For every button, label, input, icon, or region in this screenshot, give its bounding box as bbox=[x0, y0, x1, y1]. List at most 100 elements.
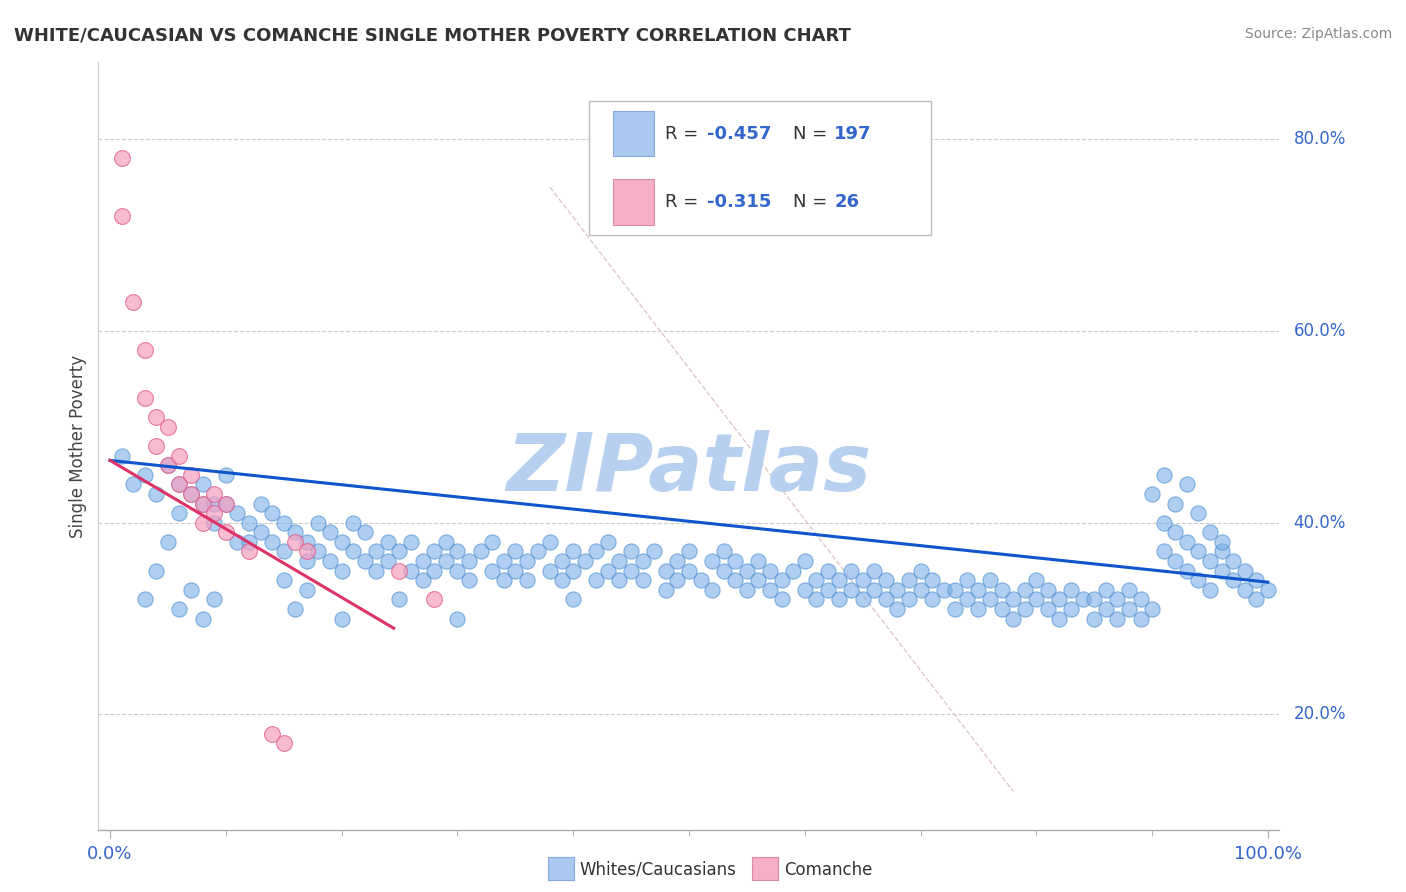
Point bbox=[226, 506, 249, 520]
Point bbox=[550, 573, 572, 587]
Point bbox=[1107, 612, 1129, 626]
Point bbox=[1211, 564, 1233, 578]
Point bbox=[330, 534, 353, 549]
Point bbox=[817, 564, 839, 578]
Point bbox=[538, 534, 561, 549]
Point bbox=[713, 564, 735, 578]
Point bbox=[724, 554, 747, 568]
Point bbox=[191, 612, 214, 626]
Point bbox=[366, 564, 388, 578]
Point bbox=[1094, 582, 1116, 597]
FancyBboxPatch shape bbox=[589, 101, 931, 235]
Point bbox=[202, 592, 225, 607]
Point bbox=[503, 564, 526, 578]
Point bbox=[700, 582, 723, 597]
Point bbox=[481, 564, 503, 578]
Point bbox=[342, 516, 364, 530]
Point bbox=[1153, 467, 1175, 482]
Point bbox=[516, 554, 538, 568]
Point bbox=[886, 602, 908, 616]
Point bbox=[388, 544, 411, 558]
Point bbox=[169, 602, 191, 616]
Point bbox=[226, 534, 249, 549]
Point bbox=[689, 573, 711, 587]
Point bbox=[585, 573, 607, 587]
Text: 20.0%: 20.0% bbox=[1294, 706, 1346, 723]
Point bbox=[1233, 564, 1256, 578]
Point bbox=[550, 554, 572, 568]
Point bbox=[330, 612, 353, 626]
Point bbox=[527, 544, 550, 558]
Point bbox=[295, 534, 318, 549]
Point bbox=[295, 554, 318, 568]
Point bbox=[886, 582, 908, 597]
Point bbox=[434, 534, 457, 549]
Point bbox=[620, 564, 643, 578]
Point bbox=[806, 573, 828, 587]
Point bbox=[191, 516, 214, 530]
Point bbox=[377, 554, 399, 568]
Point bbox=[342, 544, 364, 558]
Point bbox=[134, 343, 156, 358]
Point bbox=[481, 534, 503, 549]
Point bbox=[412, 554, 434, 568]
Point bbox=[284, 602, 307, 616]
Point bbox=[713, 544, 735, 558]
Point bbox=[262, 534, 284, 549]
Point bbox=[1060, 602, 1083, 616]
Point bbox=[399, 564, 422, 578]
Point bbox=[770, 592, 793, 607]
Point bbox=[330, 564, 353, 578]
Point bbox=[1233, 582, 1256, 597]
Point bbox=[202, 487, 225, 501]
Point bbox=[319, 525, 342, 540]
Point bbox=[156, 458, 179, 473]
Point bbox=[110, 151, 132, 165]
Text: R =: R = bbox=[665, 125, 704, 143]
Point bbox=[910, 582, 932, 597]
Point bbox=[191, 477, 214, 491]
Point bbox=[875, 573, 897, 587]
Point bbox=[1222, 573, 1244, 587]
Point bbox=[1002, 612, 1025, 626]
Point bbox=[747, 554, 769, 568]
Point bbox=[1164, 525, 1187, 540]
Point bbox=[353, 554, 375, 568]
Point bbox=[1025, 592, 1047, 607]
Point bbox=[145, 564, 167, 578]
Point bbox=[249, 525, 271, 540]
Point bbox=[180, 582, 202, 597]
Point bbox=[932, 582, 955, 597]
Point bbox=[943, 582, 966, 597]
Point bbox=[1199, 525, 1222, 540]
Text: 80.0%: 80.0% bbox=[1294, 130, 1346, 148]
Point bbox=[585, 544, 607, 558]
Point bbox=[388, 592, 411, 607]
Point bbox=[202, 506, 225, 520]
Point bbox=[262, 506, 284, 520]
Point bbox=[609, 554, 631, 568]
Point bbox=[238, 534, 260, 549]
Text: R =: R = bbox=[665, 193, 704, 211]
Point bbox=[1083, 592, 1105, 607]
Point bbox=[423, 544, 446, 558]
Point bbox=[191, 496, 214, 510]
Point bbox=[735, 564, 758, 578]
Point bbox=[863, 564, 886, 578]
Point bbox=[631, 554, 654, 568]
Point bbox=[875, 592, 897, 607]
Point bbox=[828, 573, 851, 587]
Point bbox=[169, 506, 191, 520]
Point bbox=[492, 554, 515, 568]
Point bbox=[1014, 582, 1036, 597]
Point bbox=[273, 736, 295, 750]
Point bbox=[956, 592, 979, 607]
Point bbox=[852, 573, 875, 587]
Point bbox=[1129, 592, 1152, 607]
Text: Comanche: Comanche bbox=[785, 861, 873, 879]
Text: Whites/Caucasians: Whites/Caucasians bbox=[579, 861, 737, 879]
Point bbox=[273, 573, 295, 587]
Point bbox=[145, 439, 167, 453]
Point bbox=[134, 592, 156, 607]
Point bbox=[156, 420, 179, 434]
